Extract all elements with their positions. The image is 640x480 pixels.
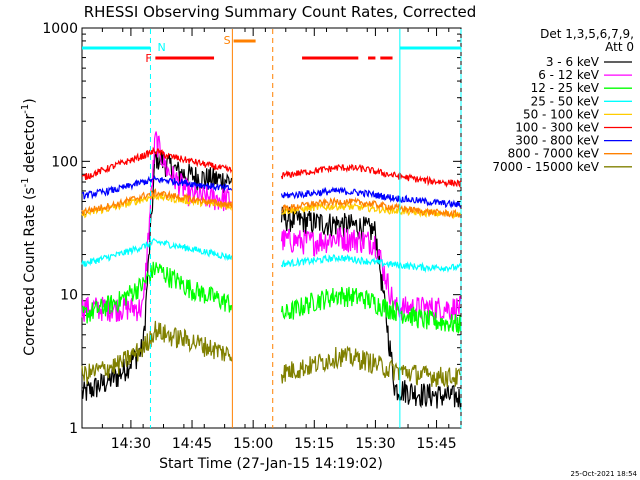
legend-title-line1: Det 1,3,5,6,7,9, [540, 27, 634, 41]
x-tick-label: 15:15 [294, 436, 334, 452]
night-marker-label: N [157, 41, 165, 54]
series-line [81, 188, 461, 219]
series-line [81, 146, 462, 188]
y-tick-label: 100 [51, 154, 78, 170]
series-line [81, 147, 462, 410]
chart-title: RHESSI Observing Summary Count Rates, Co… [84, 3, 477, 21]
legend-label: 50 - 100 keV [523, 107, 600, 121]
series-line [81, 175, 462, 209]
flare-marker-label: F [145, 52, 151, 65]
saa-marker-label: S [224, 34, 231, 47]
y-tick-label: 1 [69, 421, 78, 437]
series-line [81, 237, 462, 274]
legend-label: 100 - 300 keV [515, 121, 599, 135]
series-line [81, 320, 461, 388]
series-line [81, 261, 462, 334]
footer-timestamp: 25-Oct-2021 18:54 [571, 470, 638, 478]
legend-title-line2: Att 0 [605, 40, 634, 54]
legend-label: 3 - 6 keV [546, 55, 600, 69]
legend-label: 800 - 7000 keV [508, 147, 600, 161]
x-tick-label: 14:30 [111, 436, 151, 452]
legend-label: 6 - 12 keV [538, 68, 600, 82]
x-tick-label: 14:45 [172, 436, 212, 452]
x-tick-label: 15:00 [233, 436, 273, 452]
y-tick-label: 10 [60, 288, 78, 304]
y-tick-label: 1000 [42, 21, 78, 37]
x-tick-label: 15:30 [355, 436, 395, 452]
series-line [81, 191, 462, 220]
legend-label: 300 - 800 keV [515, 134, 599, 148]
legend-label: 7000 - 15000 keV [492, 160, 599, 174]
x-axis-label: Start Time (27-Jan-15 14:19:02) [159, 456, 383, 472]
legend-label: 25 - 50 keV [531, 94, 600, 108]
x-tick-label: 15:45 [416, 436, 456, 452]
plot-area: 1 10 100 1000 14:30 14:45 15:00 15:15 15:30 15:45… [42, 21, 462, 452]
legend-label: 12 - 25 keV [531, 81, 600, 95]
y-axis-label: Corrected Count Rate (s-1 detector-1) [20, 98, 38, 355]
